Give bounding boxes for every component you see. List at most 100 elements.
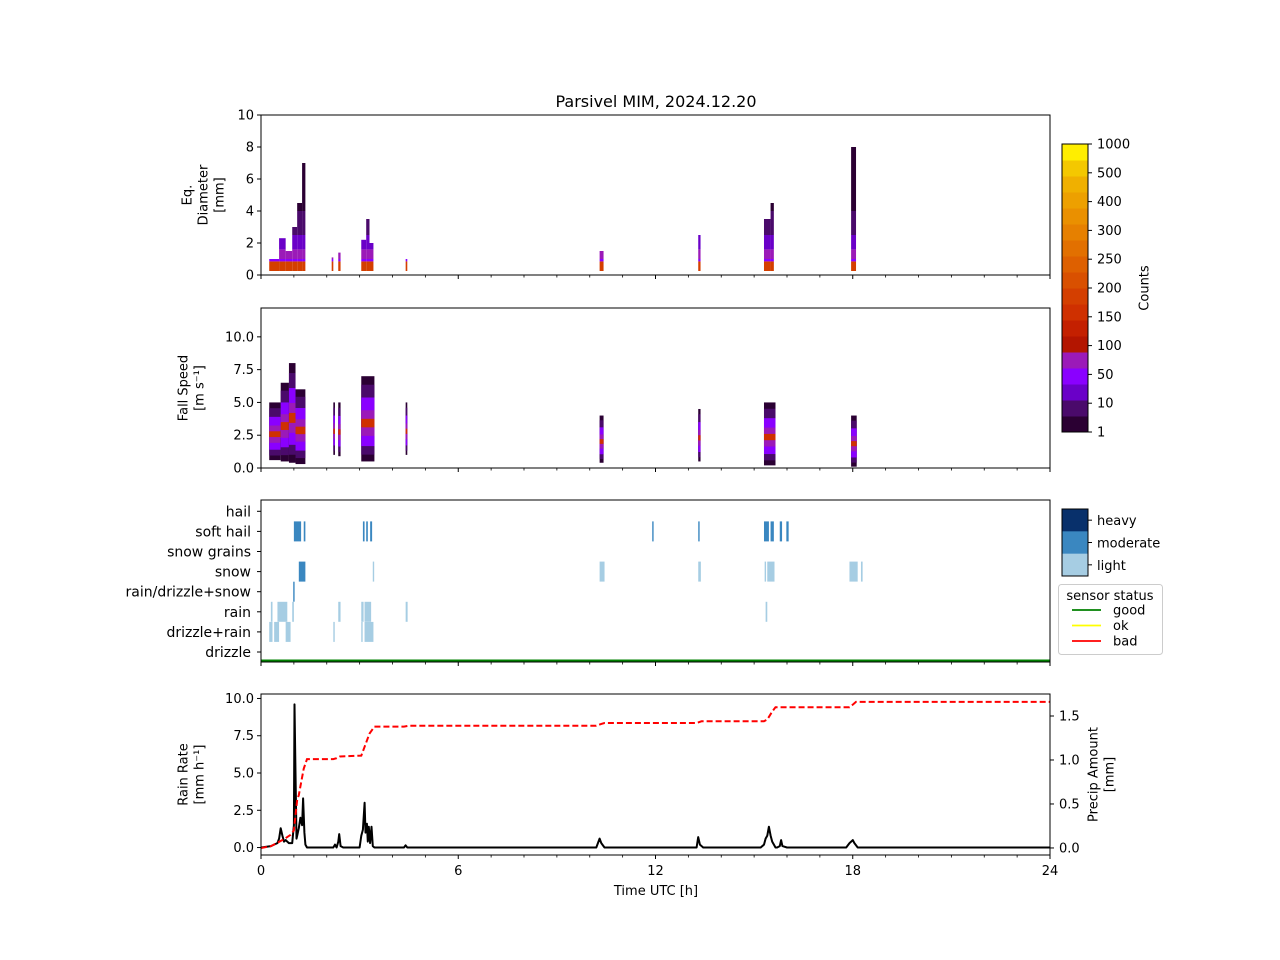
diameter-cell <box>302 163 306 211</box>
weather-event <box>763 521 769 542</box>
colorbar-tick-label: 250 <box>1097 253 1122 268</box>
diameter-cell <box>763 249 771 259</box>
weather-event <box>366 521 368 542</box>
weather-event <box>764 561 767 582</box>
rain-panel: 0 6 12 18 240.02.55.07.510.00.00.51.01.5Time… <box>177 692 1118 899</box>
diameter-cell <box>292 259 298 262</box>
colorbar-segment <box>1062 144 1088 161</box>
colorbar-tick-label: 1 <box>1097 426 1105 441</box>
diameter-cell <box>851 261 857 271</box>
legend-label-bad: bad <box>1113 635 1137 650</box>
diameter-cell <box>851 211 857 235</box>
diameter-heatmap <box>269 147 857 271</box>
legend-label-good: good <box>1113 604 1145 619</box>
y2-tick-label: 1.0 <box>1059 753 1080 768</box>
x-tick-label: 24 <box>1042 864 1059 879</box>
diameter-cell <box>302 211 306 235</box>
colorbar-tick-label: 150 <box>1097 310 1122 325</box>
colorbar-segment <box>1062 320 1088 337</box>
diameter-cell <box>405 259 408 262</box>
fall-speed-cell <box>698 435 701 441</box>
diameter-cell <box>292 227 298 235</box>
diameter-cell <box>369 249 374 259</box>
diameter-cell <box>297 259 303 262</box>
diameter-cell <box>279 238 286 250</box>
y-tick-label: 7.5 <box>233 363 254 378</box>
precip-amount-axis-label: [mm] <box>1103 757 1118 792</box>
fall-speed-cell <box>269 431 281 438</box>
weather-event <box>364 601 372 622</box>
y-tick-label: 2.5 <box>233 429 254 444</box>
diameter-cell <box>599 261 604 271</box>
fall-speed-cell <box>405 428 408 434</box>
diameter-cell <box>338 252 341 259</box>
fall-speed-cell <box>361 418 375 428</box>
weather-event <box>333 621 335 642</box>
y-tick-label: 7.5 <box>233 729 254 744</box>
fall-speed-axis-label: Fall Speed <box>177 355 192 421</box>
weather-event <box>698 521 700 542</box>
diameter-cell <box>405 261 408 271</box>
weather-event <box>370 521 373 542</box>
weather-event <box>849 561 858 582</box>
fall-speed-cell <box>288 412 296 423</box>
y-tick-label: 8 <box>246 141 254 156</box>
diameter-cell <box>302 261 306 271</box>
y2-tick-label: 1.5 <box>1059 709 1080 724</box>
intensity-label: heavy <box>1097 514 1137 529</box>
diameter-cell <box>297 261 303 271</box>
category-label: snow <box>215 565 251 581</box>
colorbar-segment <box>1062 352 1088 369</box>
diameter-cell <box>366 259 370 262</box>
y-tick-label: 0.0 <box>233 841 254 856</box>
fall-speed-cell <box>333 428 335 434</box>
weather-event <box>860 561 863 582</box>
diameter-cell <box>338 259 341 262</box>
colorbar-tick-label: 50 <box>1097 368 1114 383</box>
diameter-cell <box>698 259 701 262</box>
weather-event <box>599 561 605 582</box>
diameter-cell <box>269 261 280 271</box>
diameter-cell <box>361 261 367 271</box>
colorbar-tick-label: 500 <box>1097 166 1122 181</box>
diameter-cell <box>851 147 857 211</box>
diameter-cell <box>770 211 774 235</box>
diameter-cell <box>285 259 293 262</box>
diameter-cell <box>851 235 857 250</box>
colorbar-segment <box>1062 272 1088 289</box>
diameter-cell <box>297 249 303 259</box>
y-tick-label: 10 <box>237 109 254 124</box>
colorbar-label: Counts <box>1138 265 1153 311</box>
rain-rate-axis-label: [mm h⁻¹] <box>193 745 208 805</box>
weather-event <box>372 561 375 582</box>
category-label: hail <box>226 504 251 520</box>
diameter-cell <box>763 235 771 250</box>
diameter-cell <box>297 235 303 250</box>
category-label: rain/drizzle+snow <box>126 585 251 601</box>
fall-speed-cell <box>280 422 289 430</box>
colorbar-segment <box>1062 304 1088 321</box>
colorbar-tick-label: 300 <box>1097 224 1122 239</box>
colorbar-segment <box>1062 208 1088 225</box>
legend-box <box>1058 584 1163 655</box>
diameter-cell <box>361 239 367 250</box>
legend-label-ok: ok <box>1113 619 1129 634</box>
category-label: soft hail <box>195 524 251 540</box>
colorbar-tick-label: 1000 <box>1097 138 1130 153</box>
diameter-cell <box>698 249 701 259</box>
colorbar-tick-label: 10 <box>1097 397 1114 412</box>
y-tick-label: 0 <box>246 269 254 284</box>
y2-tick-label: 0.0 <box>1059 841 1080 856</box>
diameter-cell <box>599 259 604 262</box>
diameter-cell <box>285 261 293 271</box>
weather-event <box>274 621 280 642</box>
diameter-cell <box>292 235 298 250</box>
intensity-swatch <box>1062 553 1088 577</box>
weather-event <box>362 521 365 542</box>
diameter-cell <box>338 261 341 271</box>
colorbar-segment <box>1062 192 1088 209</box>
rain-lines <box>261 700 1050 849</box>
weather-event <box>364 621 374 642</box>
diameter-cell <box>698 261 701 271</box>
